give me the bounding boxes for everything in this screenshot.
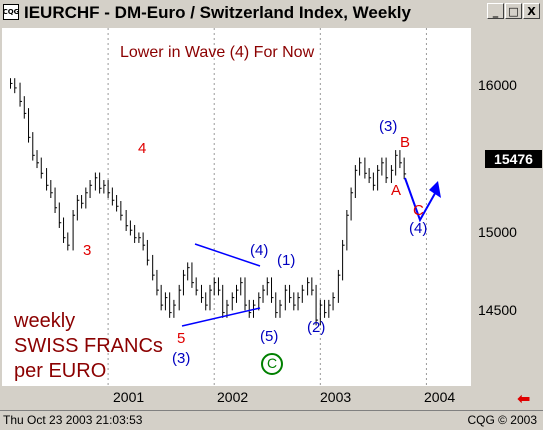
price-bars — [9, 78, 407, 326]
projected-wave-path — [404, 177, 439, 223]
wave-label-5: 5 — [177, 330, 186, 347]
chart-plot-area[interactable]: Lower in Wave (4) For Now 4 3 5 (3) (4) … — [2, 28, 471, 386]
projected-arrow-head — [429, 181, 441, 198]
wave-c-circle — [261, 353, 283, 375]
wave-label-4-paren: (4) — [250, 242, 269, 259]
wave-label-5-paren: (5) — [260, 328, 279, 345]
maximize-button[interactable]: □ — [505, 3, 522, 19]
current-price-tag: 15476 — [485, 150, 542, 168]
price-chart[interactable] — [2, 28, 471, 386]
wave-label-3-paren-high: (3) — [379, 118, 398, 135]
window-title: IEURCHF - DM-Euro / Switzerland Index, W… — [24, 3, 411, 22]
side-label-line2: SWISS FRANCs — [14, 335, 163, 357]
x-tick-label: 2003 — [320, 389, 352, 405]
y-tick-label: 15000 — [478, 224, 517, 240]
triangle-upper-line — [194, 243, 261, 267]
close-button[interactable]: X — [523, 3, 540, 19]
x-tick-label: 2001 — [113, 389, 145, 405]
cqg-app-icon[interactable]: CQG — [3, 4, 19, 20]
y-tick-label: 14500 — [478, 302, 517, 318]
x-tick-label: 2004 — [424, 389, 456, 405]
x-tick-label: 2002 — [217, 389, 249, 405]
time-axis[interactable] — [0, 386, 543, 410]
wave-label-2-paren: (2) — [307, 319, 326, 336]
side-label-line3: per EURO — [14, 360, 107, 382]
wave-label-3-paren-low: (3) — [172, 350, 191, 367]
y-tick-label: 16000 — [478, 77, 517, 93]
title-bar: CQG IEURCHF - DM-Euro / Switzerland Inde… — [0, 0, 543, 28]
price-axis[interactable] — [471, 28, 543, 386]
scroll-left-arrow-icon[interactable]: ⬅ — [517, 389, 531, 408]
wave-label-3: 3 — [83, 242, 92, 259]
wave-label-4-projected: (4) — [409, 220, 428, 237]
wave-label-1-paren: (1) — [277, 252, 296, 269]
wave-label-c: C — [413, 202, 424, 219]
chart-title: Lower in Wave (4) For Now — [120, 44, 315, 61]
minimize-button[interactable]: _ — [487, 3, 504, 19]
status-copyright: CQG © 2003 — [467, 413, 537, 427]
status-bar — [0, 410, 543, 430]
status-timestamp: Thu Oct 23 2003 21:03:53 — [3, 413, 143, 427]
wave-label-c-circled: C — [267, 355, 278, 371]
wave-label-a: A — [391, 182, 402, 199]
triangle-lower-line — [181, 307, 261, 327]
side-label-line1: weekly — [14, 310, 76, 332]
wave-label-4: 4 — [138, 140, 147, 157]
wave-label-b: B — [400, 134, 411, 151]
